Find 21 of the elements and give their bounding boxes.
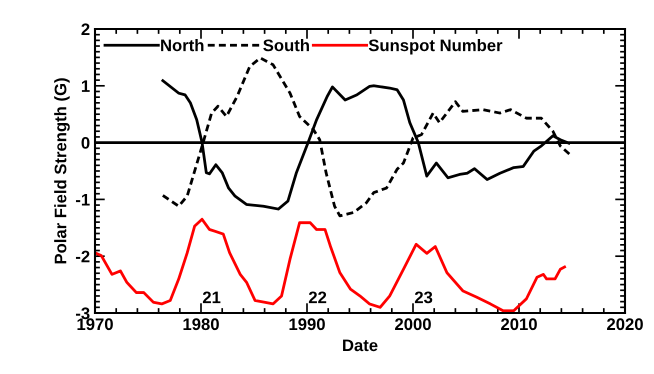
y-tick-label: -3 (76, 307, 90, 320)
y-axis-title: Polar Field Strength (G) (54, 78, 70, 264)
legend-label: Sunspot Number (368, 39, 502, 55)
x-axis-title: Date (343, 340, 378, 352)
y-tick-label: -1 (76, 194, 90, 206)
line-series (95, 218, 566, 312)
x-tick-label: 1990 (290, 318, 325, 330)
y-tick-label: -2 (76, 250, 90, 262)
annotation: 23 (414, 291, 432, 304)
x-tick-label: 1970 (78, 318, 113, 330)
annotation: 22 (308, 291, 326, 304)
x-tick-label: 1980 (184, 318, 219, 330)
x-tick-label: 2020 (607, 318, 643, 330)
y-tick-label: 0 (82, 137, 90, 149)
x-tick-label: 2000 (395, 318, 431, 330)
legend-label: North (161, 39, 204, 52)
annotation: 21 (202, 291, 220, 304)
y-tick-label: 1 (82, 80, 90, 92)
y-tick-label: 2 (81, 23, 90, 36)
legend-label: South (263, 39, 309, 52)
x-tick-label: 2010 (501, 318, 537, 330)
